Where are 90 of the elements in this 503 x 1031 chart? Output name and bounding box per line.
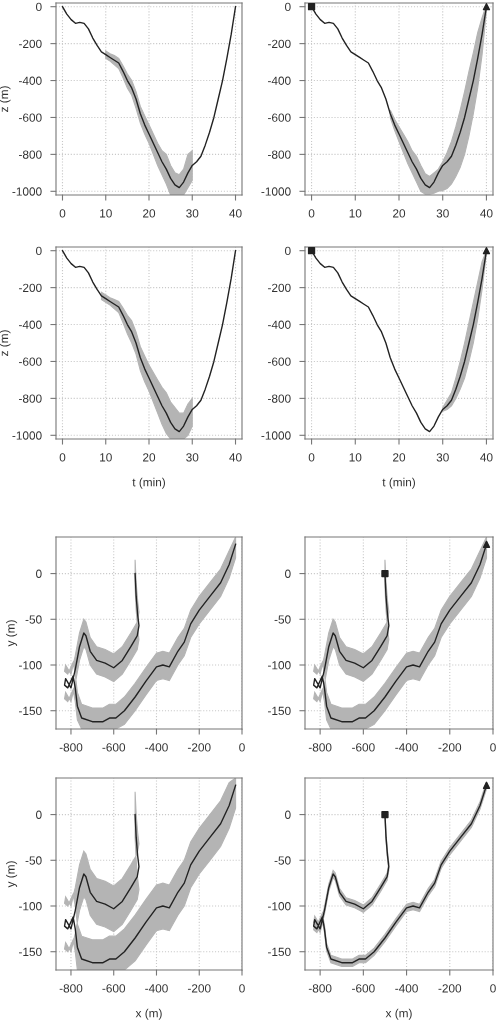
- y-tick-label: -100: [19, 902, 42, 911]
- y-tick-label: 0: [285, 246, 291, 256]
- y-tick-label: 0: [36, 246, 42, 256]
- y-tick-label: -50: [274, 856, 291, 865]
- x-tick-label: -200: [438, 984, 462, 993]
- y-tick-label: -600: [268, 113, 291, 122]
- x-tick-label: 40: [480, 453, 493, 462]
- y-tick-label: -100: [19, 661, 42, 670]
- x-tick-label: -800: [59, 743, 83, 752]
- x-tick-label: -400: [145, 984, 168, 993]
- x-tick-label: -200: [187, 984, 211, 993]
- y-tick-label: -50: [274, 615, 291, 624]
- y-tick-label: -200: [268, 283, 291, 293]
- y-axis-title: y (m): [6, 620, 18, 647]
- y-tick-label: -50: [25, 856, 42, 865]
- x-tick-label: -400: [145, 743, 168, 752]
- x-axis-title: t (min): [382, 477, 415, 489]
- x-axis-title: t (min): [132, 477, 165, 489]
- y-axis-title: y (m): [6, 861, 18, 888]
- x-tick-label: 0: [490, 984, 496, 993]
- x-tick-label: 40: [480, 209, 493, 218]
- x-tick-label: -400: [395, 984, 418, 993]
- x-axis-title: x (m): [385, 1008, 412, 1020]
- y-tick-label: -50: [25, 615, 42, 624]
- y-tick-label: -800: [19, 150, 42, 159]
- x-tick-label: 20: [143, 453, 156, 462]
- line-series: [61, 5, 237, 189]
- x-tick-label: 0: [308, 209, 315, 218]
- x-tick-label: -200: [438, 743, 462, 752]
- y-tick-label: -1000: [261, 187, 291, 196]
- y-tick-label: -150: [19, 706, 42, 716]
- y-tick-label: -800: [268, 150, 291, 159]
- y-axis-title: z (m): [0, 330, 11, 356]
- x-tick-label: 0: [239, 743, 245, 752]
- y-tick-label: -100: [268, 902, 291, 911]
- y-tick-label: -1000: [12, 431, 42, 440]
- x-tick-label: 30: [186, 453, 199, 462]
- x-tick-label: 20: [393, 453, 406, 462]
- line-series: [61, 249, 237, 433]
- y-tick-label: -200: [268, 39, 291, 49]
- x-tick-label: -800: [308, 984, 332, 993]
- y-tick-label: -600: [19, 113, 42, 122]
- x-tick-label: 0: [59, 453, 66, 462]
- x-tick-label: 0: [239, 984, 245, 993]
- x-tick-label: 0: [490, 743, 496, 752]
- y-axis-title: z (m): [0, 86, 11, 112]
- x-tick-label: 0: [59, 209, 66, 218]
- y-tick-label: -200: [19, 39, 42, 49]
- y-tick-label: -200: [19, 283, 42, 293]
- x-tick-label: -200: [187, 743, 211, 752]
- x-tick-label: 30: [436, 209, 449, 218]
- x-tick-label: 10: [100, 453, 112, 462]
- y-tick-label: -150: [268, 947, 291, 957]
- y-tick-label: -800: [268, 394, 291, 403]
- y-tick-label: -400: [268, 76, 291, 85]
- y-tick-label: -1000: [12, 187, 42, 196]
- y-tick-label: 0: [285, 810, 291, 819]
- y-tick-label: -800: [19, 394, 42, 403]
- y-tick-label: -600: [19, 357, 42, 366]
- x-tick-label: 30: [186, 209, 199, 218]
- x-tick-label: -600: [352, 984, 375, 993]
- y-tick-label: -150: [268, 706, 291, 716]
- x-tick-label: 20: [393, 209, 406, 218]
- y-tick-label: -400: [19, 76, 42, 85]
- y-tick-label: -400: [19, 320, 42, 329]
- x-tick-label: -600: [102, 743, 126, 752]
- x-tick-label: 20: [143, 209, 156, 218]
- x-tick-label: 10: [349, 209, 362, 218]
- x-tick-label: 40: [229, 453, 242, 462]
- y-tick-label: 0: [36, 810, 42, 819]
- y-tick-label: 0: [36, 2, 42, 12]
- x-tick-label: -600: [352, 743, 375, 752]
- y-tick-label: -1000: [261, 431, 291, 440]
- y-tick-label: -600: [268, 357, 291, 366]
- y-tick-label: 0: [285, 569, 291, 578]
- x-tick-label: -800: [59, 984, 83, 993]
- y-tick-label: 0: [285, 2, 291, 12]
- y-tick-label: 0: [36, 569, 42, 578]
- x-tick-label: 30: [436, 453, 449, 462]
- x-tick-label: -600: [102, 984, 126, 993]
- y-tick-label: -150: [19, 947, 42, 957]
- x-tick-label: -400: [395, 743, 418, 752]
- x-tick-label: -800: [308, 743, 332, 752]
- x-tick-label: 40: [229, 209, 242, 218]
- x-tick-label: 10: [100, 209, 112, 218]
- y-tick-label: -100: [268, 661, 291, 670]
- x-axis-title: x (m): [135, 1008, 162, 1020]
- x-tick-label: 0: [308, 453, 315, 462]
- x-tick-label: 10: [349, 453, 362, 462]
- y-tick-label: -400: [268, 320, 291, 329]
